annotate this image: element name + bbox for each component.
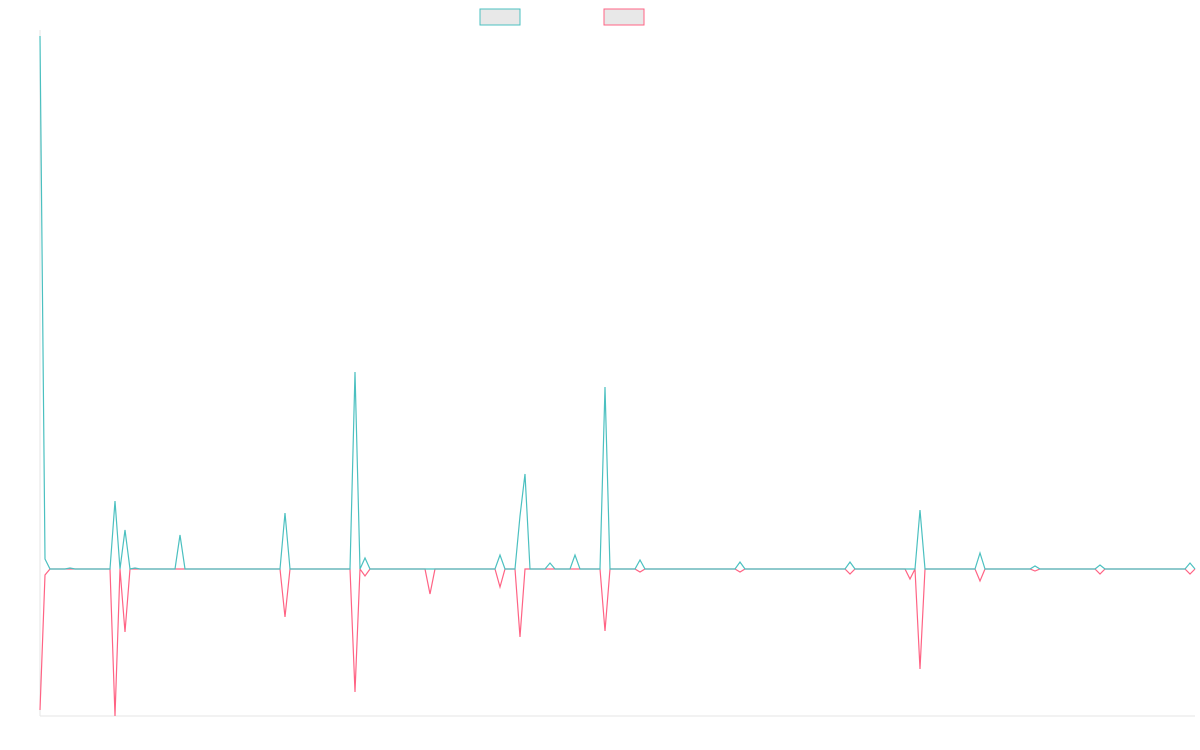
legend-swatch[interactable] [479,8,521,26]
series-line [39,566,1196,717]
legend-swatch[interactable] [603,8,645,26]
series-line [39,35,1196,570]
